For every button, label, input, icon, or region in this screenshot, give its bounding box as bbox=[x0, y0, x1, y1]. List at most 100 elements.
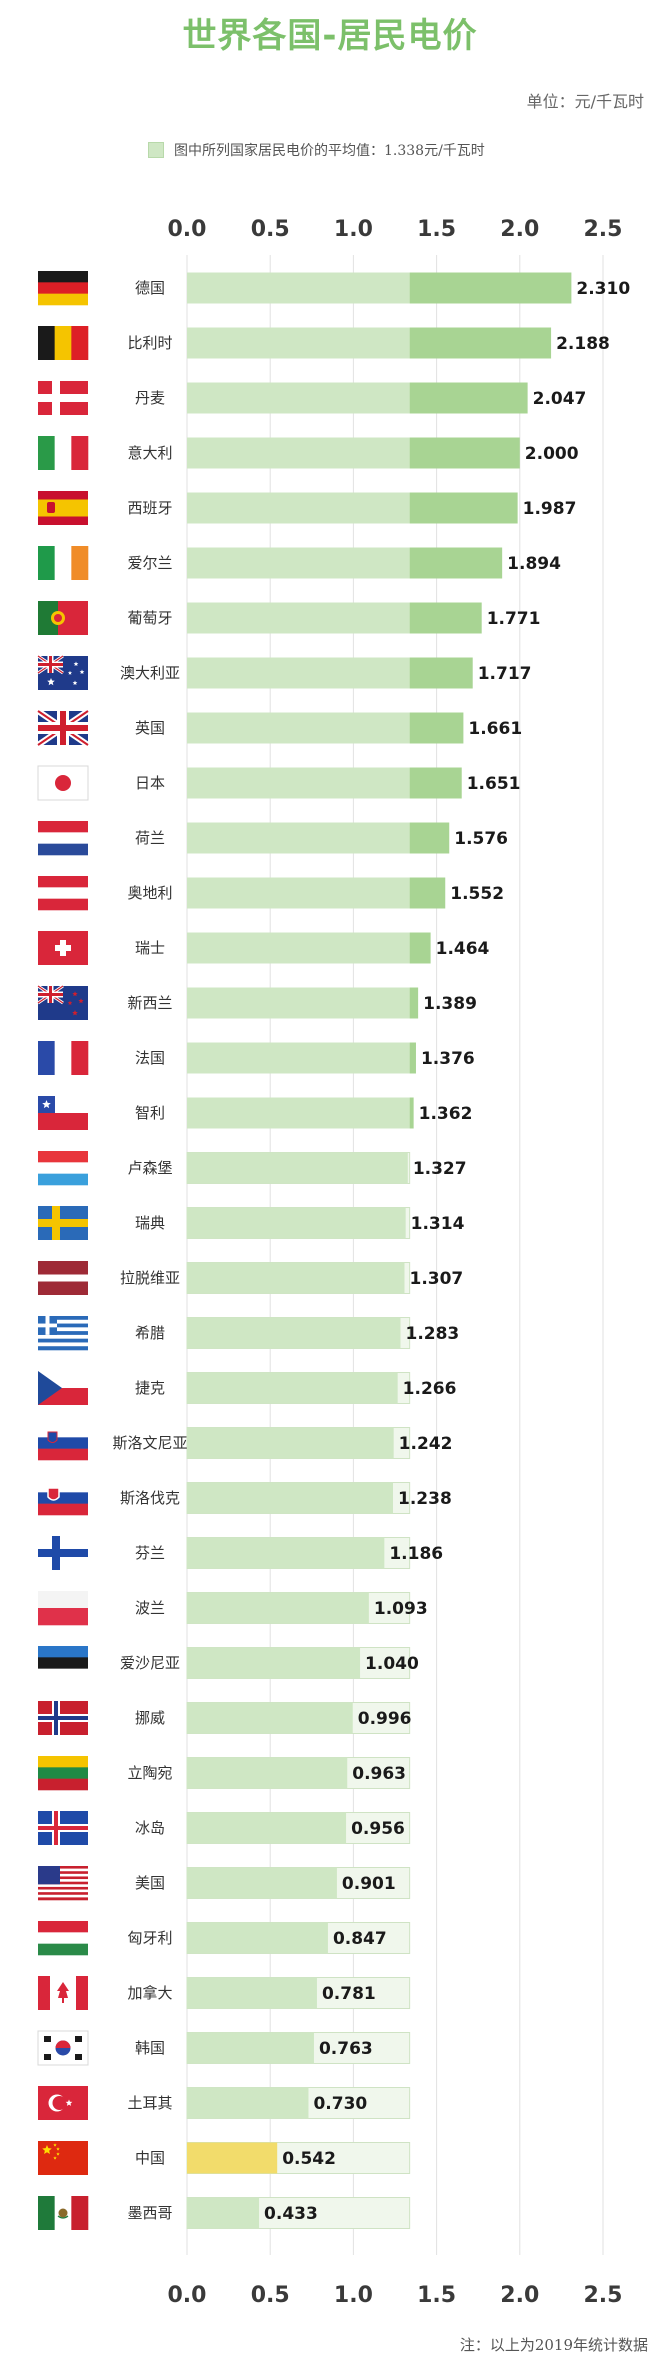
new-zealand-flag-icon bbox=[37, 984, 88, 1020]
average-band bbox=[187, 437, 410, 469]
bar-excess bbox=[409, 1097, 414, 1129]
bar-row bbox=[186, 1537, 411, 1569]
bar-value-label: 0.542 bbox=[282, 2149, 336, 2169]
sweden-flag-icon bbox=[38, 1206, 88, 1240]
country-label: 爱尔兰 bbox=[127, 554, 172, 572]
bar-excess bbox=[409, 712, 464, 744]
average-band bbox=[187, 327, 410, 359]
country-label: 芬兰 bbox=[135, 1544, 165, 1562]
bar-value-label: 1.362 bbox=[419, 1104, 473, 1124]
bar-row bbox=[186, 1482, 411, 1514]
portugal-flag-icon bbox=[38, 601, 88, 635]
country-label: 德国 bbox=[135, 279, 165, 297]
bar-value-label: 1.186 bbox=[389, 1544, 443, 1564]
bar-excess bbox=[409, 602, 482, 634]
bar bbox=[187, 2087, 309, 2119]
iceland-flag-icon bbox=[38, 1811, 88, 1845]
bar-excess bbox=[409, 657, 473, 689]
country-label: 智利 bbox=[135, 1104, 165, 1122]
country-label: 土耳其 bbox=[127, 2094, 172, 2112]
hungary-flag-icon bbox=[38, 1921, 88, 1956]
bar-value-label: 0.763 bbox=[319, 2039, 373, 2059]
country-label: 波兰 bbox=[135, 1599, 165, 1617]
bar-row bbox=[186, 1427, 411, 1459]
bar bbox=[187, 1207, 406, 1239]
usa-flag-icon bbox=[38, 1866, 88, 1901]
bar-row bbox=[186, 2142, 411, 2174]
average-band bbox=[187, 547, 410, 579]
footer-note: 注：以上为2019年统计数据 bbox=[459, 2336, 648, 2354]
bar bbox=[187, 1867, 337, 1899]
belgium-flag-icon bbox=[38, 326, 89, 360]
average-band bbox=[187, 602, 410, 634]
bar-row bbox=[186, 2087, 411, 2119]
bar-value-label: 0.956 bbox=[351, 1819, 405, 1839]
chile-flag-icon bbox=[38, 1096, 88, 1130]
x-tick-label-top: 2.0 bbox=[500, 217, 539, 242]
spain-flag-icon bbox=[38, 491, 88, 525]
canada-flag-icon bbox=[38, 1976, 88, 2010]
x-tick-label-bottom: 0.0 bbox=[168, 2283, 207, 2308]
legend: 图中所列国家居民电价的平均值：1.338元/千瓦时 bbox=[148, 140, 485, 160]
country-label: 丹麦 bbox=[135, 389, 165, 407]
x-tick-label-bottom: 2.5 bbox=[584, 2283, 623, 2308]
x-tick-label-top: 0.0 bbox=[168, 217, 207, 242]
average-band bbox=[187, 712, 410, 744]
ireland-flag-icon bbox=[38, 546, 89, 580]
average-band bbox=[187, 767, 410, 799]
bar bbox=[187, 1647, 361, 1679]
germany-flag-icon bbox=[38, 271, 88, 306]
bar bbox=[187, 1922, 328, 1954]
poland-flag-icon bbox=[38, 1591, 88, 1626]
bar-row bbox=[186, 1867, 411, 1899]
italy-flag-icon bbox=[38, 436, 89, 470]
country-label: 比利时 bbox=[127, 334, 172, 352]
country-label: 意大利 bbox=[127, 444, 172, 462]
bar-row bbox=[187, 767, 462, 799]
average-band bbox=[187, 822, 410, 854]
bar bbox=[187, 1702, 353, 1734]
x-tick-label-top: 0.5 bbox=[251, 217, 290, 242]
average-band bbox=[187, 492, 410, 524]
bar-value-label: 1.771 bbox=[487, 609, 541, 629]
bar-value-label: 1.552 bbox=[450, 884, 504, 904]
bar-row bbox=[187, 987, 419, 1019]
bar-row bbox=[186, 1207, 411, 1239]
bar bbox=[187, 1537, 385, 1569]
switzerland-flag-icon bbox=[38, 931, 88, 965]
bar-excess bbox=[409, 877, 446, 909]
korea-flag-icon bbox=[37, 2030, 89, 2066]
average-band bbox=[187, 382, 410, 414]
bar bbox=[187, 1757, 348, 1789]
bar-row bbox=[186, 1592, 411, 1624]
average-band bbox=[187, 1097, 410, 1129]
bar-value-label: 0.433 bbox=[264, 2204, 318, 2224]
bar-excess bbox=[409, 822, 450, 854]
bar bbox=[187, 1372, 398, 1404]
bar-row bbox=[187, 602, 482, 634]
denmark-flag-icon bbox=[38, 381, 88, 415]
average-band bbox=[187, 1042, 410, 1074]
bar-value-label: 1.307 bbox=[409, 1269, 463, 1289]
country-label: 瑞士 bbox=[135, 939, 165, 957]
x-tick-label-top: 1.0 bbox=[334, 217, 373, 242]
average-band bbox=[187, 987, 410, 1019]
bar-excess bbox=[409, 547, 503, 579]
bar-row bbox=[187, 932, 431, 964]
unit-label: 单位：元/千瓦时 bbox=[526, 92, 644, 111]
bar-row bbox=[187, 272, 572, 304]
bar-row bbox=[187, 327, 552, 359]
france-flag-icon bbox=[38, 1041, 89, 1075]
bar-row bbox=[186, 1647, 411, 1679]
bar-value-label: 1.389 bbox=[423, 994, 477, 1014]
bar-row bbox=[186, 2197, 411, 2229]
bar-excess bbox=[409, 437, 520, 469]
x-tick-label-top: 2.5 bbox=[584, 217, 623, 242]
bar-value-label: 2.047 bbox=[533, 389, 587, 409]
bar-row bbox=[186, 1702, 411, 1734]
average-band bbox=[187, 877, 410, 909]
country-label: 日本 bbox=[135, 774, 165, 792]
china-flag-icon bbox=[38, 2141, 88, 2175]
bar-value-label: 1.987 bbox=[523, 499, 577, 519]
bar-value-label: 1.376 bbox=[421, 1049, 475, 1069]
